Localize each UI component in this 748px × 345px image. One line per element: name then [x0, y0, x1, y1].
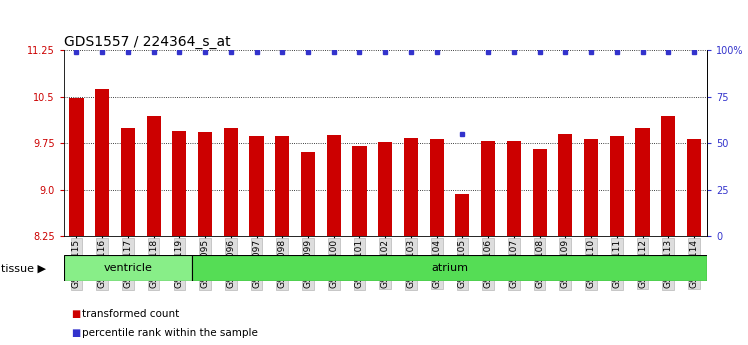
Bar [95, 89, 109, 236]
Bar [172, 131, 186, 236]
Bar [378, 142, 392, 236]
Bar [198, 132, 212, 236]
Bar [121, 128, 135, 236]
Bar [352, 146, 367, 236]
Text: tissue ▶: tissue ▶ [1, 263, 46, 273]
Bar [533, 149, 547, 236]
Bar [481, 141, 495, 236]
Bar [224, 128, 238, 236]
Bar [70, 98, 84, 236]
Bar [192, 255, 707, 281]
Text: transformed count: transformed count [82, 309, 180, 319]
Bar [636, 128, 649, 236]
Bar [429, 139, 444, 236]
Bar [301, 152, 315, 236]
Bar [687, 139, 701, 236]
Bar [64, 255, 192, 281]
Bar [507, 141, 521, 236]
Text: ■: ■ [71, 328, 80, 338]
Bar [147, 117, 161, 236]
Bar [661, 117, 675, 236]
Bar [327, 135, 341, 236]
Bar [275, 136, 289, 236]
Text: ventricle: ventricle [103, 263, 153, 273]
Text: percentile rank within the sample: percentile rank within the sample [82, 328, 258, 338]
Bar [250, 136, 263, 236]
Text: atrium: atrium [431, 263, 468, 273]
Bar [456, 194, 470, 236]
Bar [558, 134, 572, 236]
Bar [584, 139, 598, 236]
Bar [404, 138, 418, 236]
Bar [610, 136, 624, 236]
Text: GDS1557 / 224364_s_at: GDS1557 / 224364_s_at [64, 35, 230, 49]
Text: ■: ■ [71, 309, 80, 319]
